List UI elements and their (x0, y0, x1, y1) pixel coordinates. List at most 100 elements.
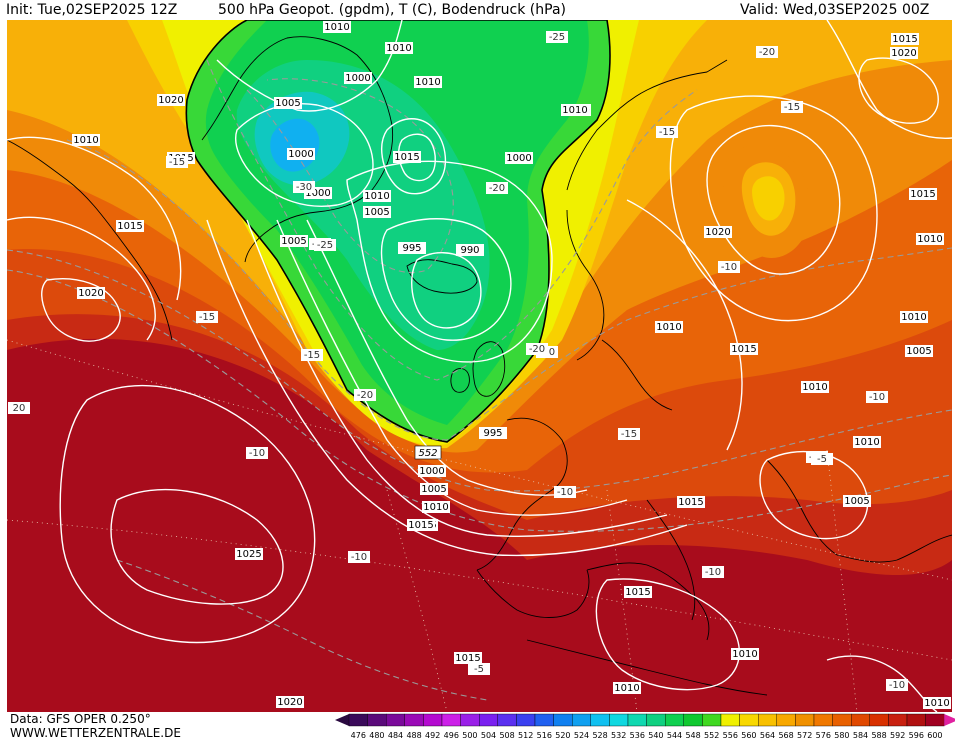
isobar-1010-front (246, 219, 668, 537)
temperature-label-box (656, 126, 678, 138)
isobar-1015-europe (669, 95, 878, 322)
canada-coast (7, 139, 173, 341)
trough-label-text: 552 (418, 448, 437, 459)
isobar-label: 1010 (414, 76, 442, 88)
isobar-995-low (380, 218, 512, 341)
scale-tick-label: 588 (871, 731, 886, 740)
isobar-label-box (280, 235, 308, 247)
temperature-label: -15 (618, 428, 640, 440)
temperature-label-text: -20 (529, 344, 545, 355)
isobar-label: 1005 (363, 206, 391, 218)
temperature-label: -30 (293, 181, 315, 193)
isobar-label-text: 1015 (455, 653, 480, 664)
552-contour (185, 20, 611, 443)
isobar-1015-med (595, 578, 741, 691)
isobar-label-text: 1010 (917, 234, 942, 245)
graticule-line (7, 519, 952, 661)
temperature-label-box (301, 349, 323, 361)
isobar-label-text: 1010 (386, 43, 411, 54)
scale-swatch (683, 713, 703, 727)
scale-tick-label: 532 (611, 731, 626, 740)
temperature-label-box (886, 679, 908, 691)
temperature-label-text: -10 (351, 552, 367, 563)
isobar-label-box (561, 104, 589, 116)
isobar-label: 1015 (909, 188, 937, 200)
scale-tick-label: 540 (648, 731, 663, 740)
scale-arrow-left (335, 714, 349, 726)
isobar-label-text: 990 (460, 245, 479, 256)
scale-swatch (776, 713, 796, 727)
isobar-1020-azores (59, 384, 316, 644)
isobar-label-text: 1015 (625, 587, 650, 598)
isobar-label: 1010 (323, 21, 351, 33)
temperature-label-box (811, 453, 833, 465)
scale-tick-label: 576 (816, 731, 831, 740)
isobar-label-text: 1015 (678, 497, 703, 508)
scandinavia-coast (566, 59, 728, 191)
scale-tick-label: 508 (499, 731, 514, 740)
isobar-label-box (801, 381, 829, 393)
temperature-label-text: -20 (357, 390, 373, 401)
scale-swatch (460, 713, 480, 727)
isobar-label: 1015 (891, 33, 919, 45)
isobar-label-box (843, 495, 871, 507)
temperature-label: -10 (866, 391, 888, 403)
scale-tick-label: 524 (574, 731, 589, 740)
norway-coast (566, 209, 605, 361)
scale-tick-label: 492 (425, 731, 440, 740)
scale-swatch (832, 713, 852, 727)
iceland-coast (406, 259, 478, 294)
valid-time: Valid: Wed,03SEP2025 00Z (740, 2, 930, 18)
scale-tick-label: 568 (778, 731, 793, 740)
scale-swatch (367, 713, 387, 727)
isobar-1005-greenland (235, 103, 374, 207)
isobar-label-box (385, 42, 413, 54)
isobar-label-box (677, 496, 705, 508)
temperature-label-box (486, 182, 508, 194)
isobar-label: 1015 (730, 343, 758, 355)
scale-tick-label: 560 (741, 731, 756, 740)
isobar-label: 1005 (905, 345, 933, 357)
isobar-label-text: 1000 (288, 149, 313, 160)
isobar-label-box (157, 94, 185, 106)
isobars (7, 20, 952, 712)
isobar-label: 1020 (704, 226, 732, 238)
temperature-label-text: -10 (889, 680, 905, 691)
greenland-coast (201, 36, 394, 263)
isobar-label-box (730, 343, 758, 355)
isobar-label-box (853, 436, 881, 448)
temperature-label-box (293, 181, 315, 193)
temperature-label: -10 (702, 566, 724, 578)
isobar-label-text: 1005 (844, 496, 869, 507)
isobar-label-box (454, 652, 482, 664)
isobar-label-text: 1005 (281, 236, 306, 247)
isobar-label-box (274, 97, 302, 109)
temperature-label: -10 (886, 679, 908, 691)
isobar-1020-ne (858, 57, 939, 124)
isobar-label: 1020 (77, 287, 105, 299)
scale-tick-label: 584 (853, 731, 868, 740)
temperature-label-text: -15 (621, 429, 637, 440)
isobar-label: 1005 (280, 235, 308, 247)
isobar-label-text: 1025 (236, 549, 261, 560)
temperature-label-text: -25 (317, 240, 333, 251)
isobar-label: 1005 (274, 97, 302, 109)
scale-tick-label: 544 (667, 731, 682, 740)
isobar-label-box (77, 287, 105, 299)
isobar-label-text: 1015 (117, 221, 142, 232)
scale-swatch (925, 713, 945, 727)
isobar-label-box (72, 134, 100, 146)
isobar-label-text: 1015 (394, 152, 419, 163)
scale-swatch (497, 713, 517, 727)
temperature-label-text: -5 (817, 454, 827, 465)
temperature-label-text: -30 (296, 182, 312, 193)
isobar-label-text: 1010 (324, 22, 349, 33)
isobar-label-text: 1020 (78, 288, 103, 299)
isobar-label: 1010 (385, 42, 413, 54)
temperature-label-text: -20 (489, 183, 505, 194)
map-area: 1010 1010 1000 1010 1005 1000 1010 1015 1000 1010… (7, 20, 952, 712)
temperature-label: -10 (246, 447, 268, 459)
temperature-label: -10 (554, 486, 576, 498)
isobar-1020-europe (706, 124, 841, 275)
isobar-label-text: 1010 (562, 105, 587, 116)
